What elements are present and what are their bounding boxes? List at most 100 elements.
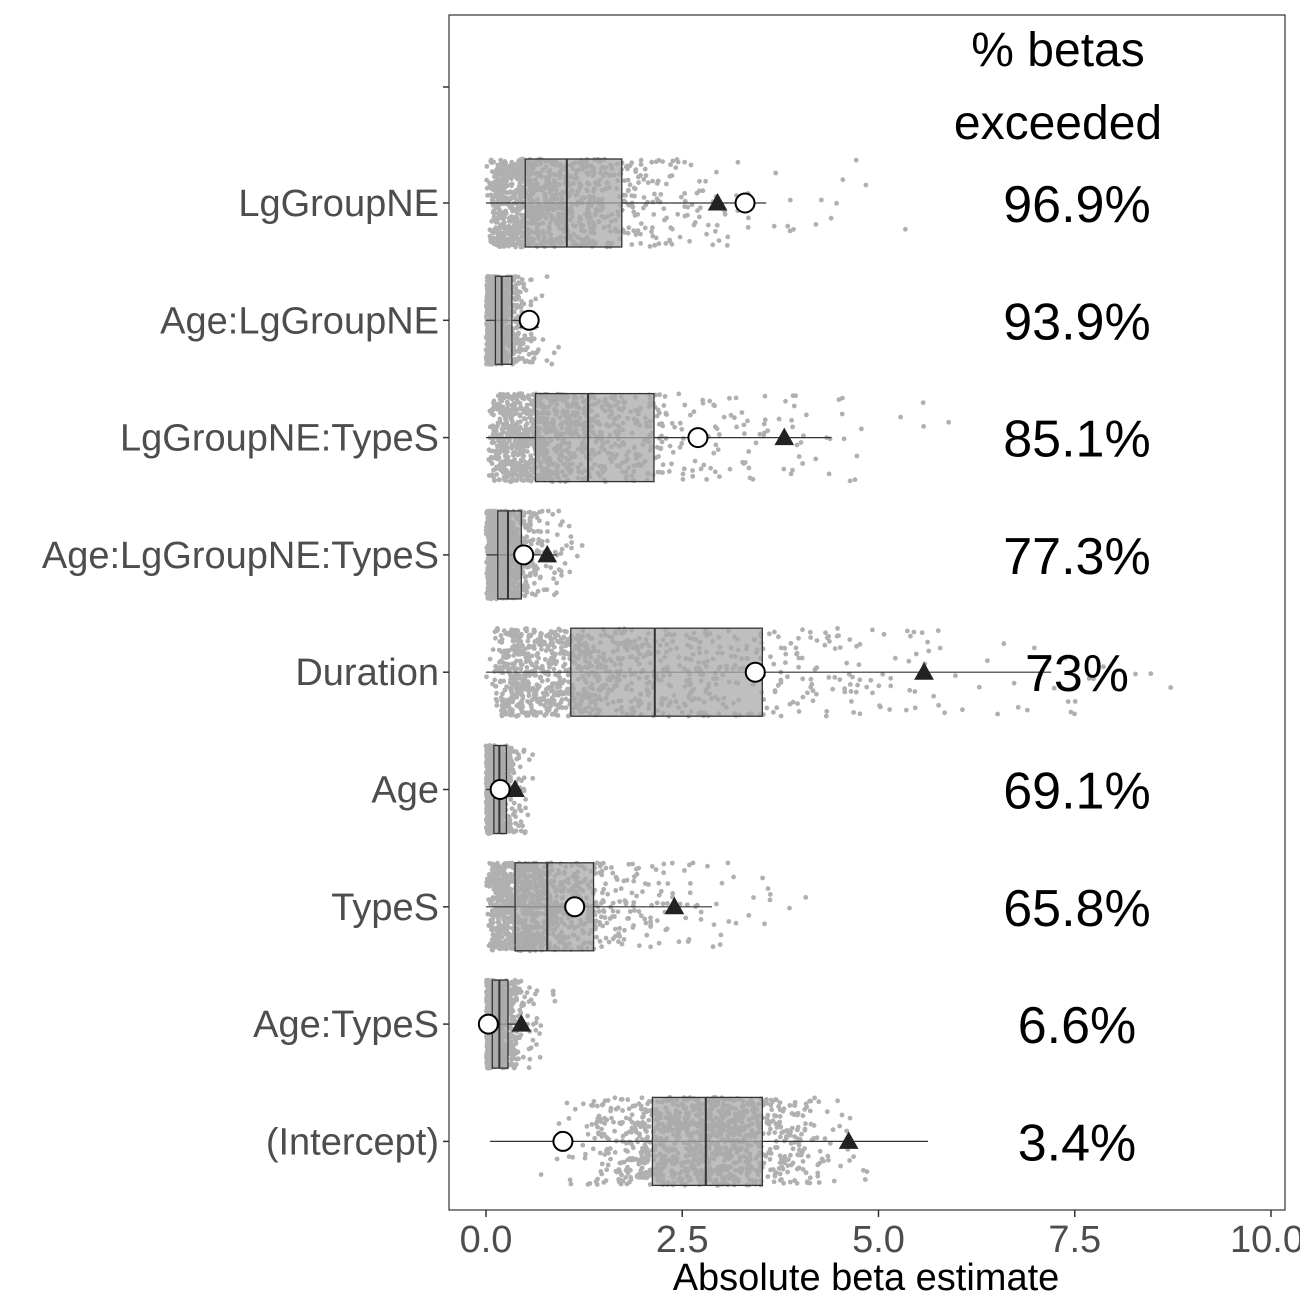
jitter-point (517, 220, 522, 225)
jitter-point (492, 170, 498, 176)
jitter-point (503, 417, 508, 423)
jitter-point (485, 340, 491, 346)
jitter-point (545, 508, 551, 514)
jitter-point (745, 225, 751, 230)
jitter-point (487, 538, 492, 543)
jitter-point (645, 199, 650, 205)
jitter-point (650, 225, 655, 231)
jitter-point (622, 178, 627, 184)
jitter-point (739, 410, 745, 415)
jitter-point (823, 630, 828, 636)
jitter-point (662, 394, 668, 399)
jitter-point (487, 349, 492, 354)
jitter-point (513, 410, 519, 416)
jitter-point (841, 436, 847, 442)
jitter-point (520, 446, 526, 451)
jitter-point (638, 221, 644, 227)
jitter-point (656, 241, 662, 247)
jitter-point (491, 467, 496, 473)
jitter-point (804, 412, 809, 418)
jitter-point (487, 549, 493, 555)
jitter-point (727, 395, 732, 401)
jitter-point (638, 162, 644, 167)
jitter-point (696, 214, 702, 220)
jitter-point (559, 572, 564, 578)
jitter-point (721, 414, 727, 420)
jitter-point (514, 428, 520, 434)
jitter-point (514, 325, 520, 331)
jitter-point (498, 222, 504, 228)
jitter-point (705, 222, 711, 228)
jitter-point (735, 159, 741, 165)
jitter-point (727, 466, 733, 472)
jitter-point (554, 580, 560, 586)
jitter-point (888, 683, 894, 689)
jitter-point (495, 456, 500, 462)
jitter-point (688, 412, 693, 418)
jitter-point (517, 462, 523, 468)
jitter-point (488, 581, 494, 587)
jitter-point (545, 529, 550, 534)
jitter-point (771, 223, 777, 229)
jitter-point (498, 157, 504, 163)
jitter-point (486, 276, 491, 282)
jitter-point (787, 197, 793, 203)
jitter-point (508, 235, 514, 241)
jitter-point (487, 180, 492, 186)
jitter-point (691, 222, 697, 228)
jitter-point (710, 242, 716, 248)
jitter-point (505, 454, 511, 460)
jitter-point (484, 164, 490, 169)
jitter-point (840, 177, 846, 183)
jitter-point (837, 677, 843, 682)
jitter-point (649, 229, 654, 235)
jitter-point (664, 412, 669, 417)
jitter-point (655, 469, 661, 475)
jitter-point (522, 428, 527, 434)
jitter-point (562, 661, 568, 667)
jitter-point (524, 583, 530, 588)
jitter-point (690, 473, 696, 479)
jitter-point (746, 449, 752, 454)
jitter-point (835, 626, 840, 631)
jitter-point (488, 524, 494, 529)
jitter-point (631, 228, 637, 234)
jitter-point (540, 337, 546, 342)
jitter-point (508, 195, 514, 201)
jitter-point (852, 477, 858, 483)
jitter-point (489, 185, 494, 190)
jitter-point (491, 576, 497, 582)
jitter-point (636, 180, 641, 186)
jitter-point (771, 709, 776, 715)
jitter-point (667, 238, 673, 244)
jitter-point (1133, 671, 1138, 677)
jitter-point (919, 630, 925, 636)
jitter-point (490, 353, 495, 359)
jitter-point (485, 336, 491, 341)
jitter-point (514, 198, 520, 204)
jitter-point (500, 180, 506, 186)
jitter-point (712, 469, 718, 475)
jitter-point (810, 698, 816, 704)
jitter-point (501, 176, 507, 182)
jitter-point (517, 424, 523, 430)
jitter-point (514, 305, 520, 311)
jitter-point (515, 451, 521, 457)
jitter-point (497, 405, 503, 410)
jitter-point (506, 173, 512, 178)
jitter-point (488, 596, 494, 602)
jitter-point (529, 277, 534, 283)
jitter-point (854, 453, 860, 459)
jitter-point (911, 629, 917, 635)
jitter-point (489, 440, 495, 446)
jitter-point (521, 409, 527, 415)
jitter-point (568, 534, 574, 540)
jitter-point (489, 360, 495, 366)
jitter-point (511, 471, 517, 477)
jitter-point (486, 559, 492, 565)
jitter-point (632, 213, 638, 218)
jitter-point (783, 660, 788, 665)
jitter-point (837, 645, 843, 650)
jitter-point (826, 675, 832, 680)
